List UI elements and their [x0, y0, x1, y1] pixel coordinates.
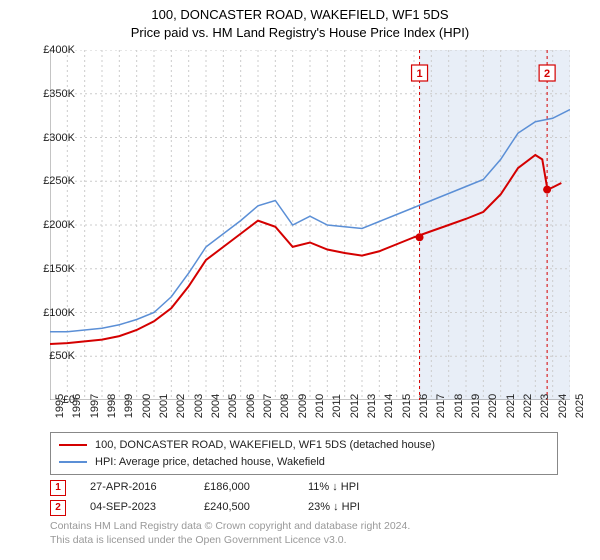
legend-row: HPI: Average price, detached house, Wake…: [59, 454, 549, 471]
x-tick-label: 1999: [123, 394, 135, 418]
chart-canvas: 12: [50, 50, 570, 400]
line-chart: 12: [50, 50, 570, 400]
event-marker-box: 2: [50, 500, 66, 516]
x-tick-label: 2023: [539, 394, 551, 418]
data-credits: Contains HM Land Registry data © Crown c…: [50, 520, 410, 547]
event-price: £186,000: [204, 478, 284, 498]
y-tick-label: £400K: [30, 44, 75, 56]
x-tick-label: 2003: [193, 394, 205, 418]
chart-title: 100, DONCASTER ROAD, WAKEFIELD, WF1 5DS …: [0, 0, 600, 42]
x-tick-label: 2014: [383, 394, 395, 418]
x-tick-label: 2010: [314, 394, 326, 418]
y-tick-label: £200K: [30, 219, 75, 231]
event-row: 1 27-APR-2016 £186,000 11% ↓ HPI: [50, 478, 360, 498]
x-tick-label: 2025: [574, 394, 586, 418]
x-tick-label: 2017: [435, 394, 447, 418]
x-tick-label: 2009: [297, 394, 309, 418]
event-date: 04-SEP-2023: [90, 498, 180, 518]
y-tick-label: £350K: [30, 88, 75, 100]
legend-label: 100, DONCASTER ROAD, WAKEFIELD, WF1 5DS …: [95, 437, 435, 454]
event-marker-box: 1: [50, 480, 66, 496]
y-tick-label: £0: [30, 394, 75, 406]
legend-swatch: [59, 461, 87, 463]
title-line-2: Price paid vs. HM Land Registry's House …: [0, 24, 600, 42]
title-line-1: 100, DONCASTER ROAD, WAKEFIELD, WF1 5DS: [0, 6, 600, 24]
x-tick-label: 2018: [453, 394, 465, 418]
x-tick-label: 2021: [505, 394, 517, 418]
x-tick-label: 1997: [89, 394, 101, 418]
x-tick-label: 2002: [175, 394, 187, 418]
x-tick-label: 2020: [487, 394, 499, 418]
y-tick-label: £250K: [30, 175, 75, 187]
event-row: 2 04-SEP-2023 £240,500 23% ↓ HPI: [50, 498, 360, 518]
x-tick-label: 1995: [54, 394, 66, 418]
y-tick-label: £150K: [30, 263, 75, 275]
legend-label: HPI: Average price, detached house, Wake…: [95, 454, 325, 471]
y-tick-label: £100K: [30, 307, 75, 319]
x-tick-label: 2022: [522, 394, 534, 418]
event-list: 1 27-APR-2016 £186,000 11% ↓ HPI 2 04-SE…: [50, 478, 360, 518]
x-tick-label: 2019: [470, 394, 482, 418]
x-tick-label: 1996: [71, 394, 83, 418]
x-tick-label: 2001: [158, 394, 170, 418]
svg-text:1: 1: [416, 68, 422, 80]
event-delta: 11% ↓ HPI: [308, 478, 359, 498]
x-tick-label: 2012: [349, 394, 361, 418]
event-date: 27-APR-2016: [90, 478, 180, 498]
x-tick-label: 2024: [557, 394, 569, 418]
legend: 100, DONCASTER ROAD, WAKEFIELD, WF1 5DS …: [50, 432, 558, 475]
legend-swatch: [59, 444, 87, 446]
y-tick-label: £300K: [30, 132, 75, 144]
event-price: £240,500: [204, 498, 284, 518]
x-tick-label: 2015: [401, 394, 413, 418]
x-tick-label: 2005: [227, 394, 239, 418]
y-tick-label: £50K: [30, 350, 75, 362]
x-tick-label: 1998: [106, 394, 118, 418]
x-tick-label: 2006: [245, 394, 257, 418]
x-tick-label: 2000: [141, 394, 153, 418]
x-tick-label: 2011: [331, 394, 343, 418]
x-tick-label: 2013: [366, 394, 378, 418]
svg-text:2: 2: [544, 68, 550, 80]
legend-row: 100, DONCASTER ROAD, WAKEFIELD, WF1 5DS …: [59, 437, 549, 454]
x-tick-label: 2007: [262, 394, 274, 418]
x-tick-label: 2004: [210, 394, 222, 418]
x-tick-label: 2008: [279, 394, 291, 418]
x-tick-label: 2016: [418, 394, 430, 418]
event-delta: 23% ↓ HPI: [308, 498, 360, 518]
